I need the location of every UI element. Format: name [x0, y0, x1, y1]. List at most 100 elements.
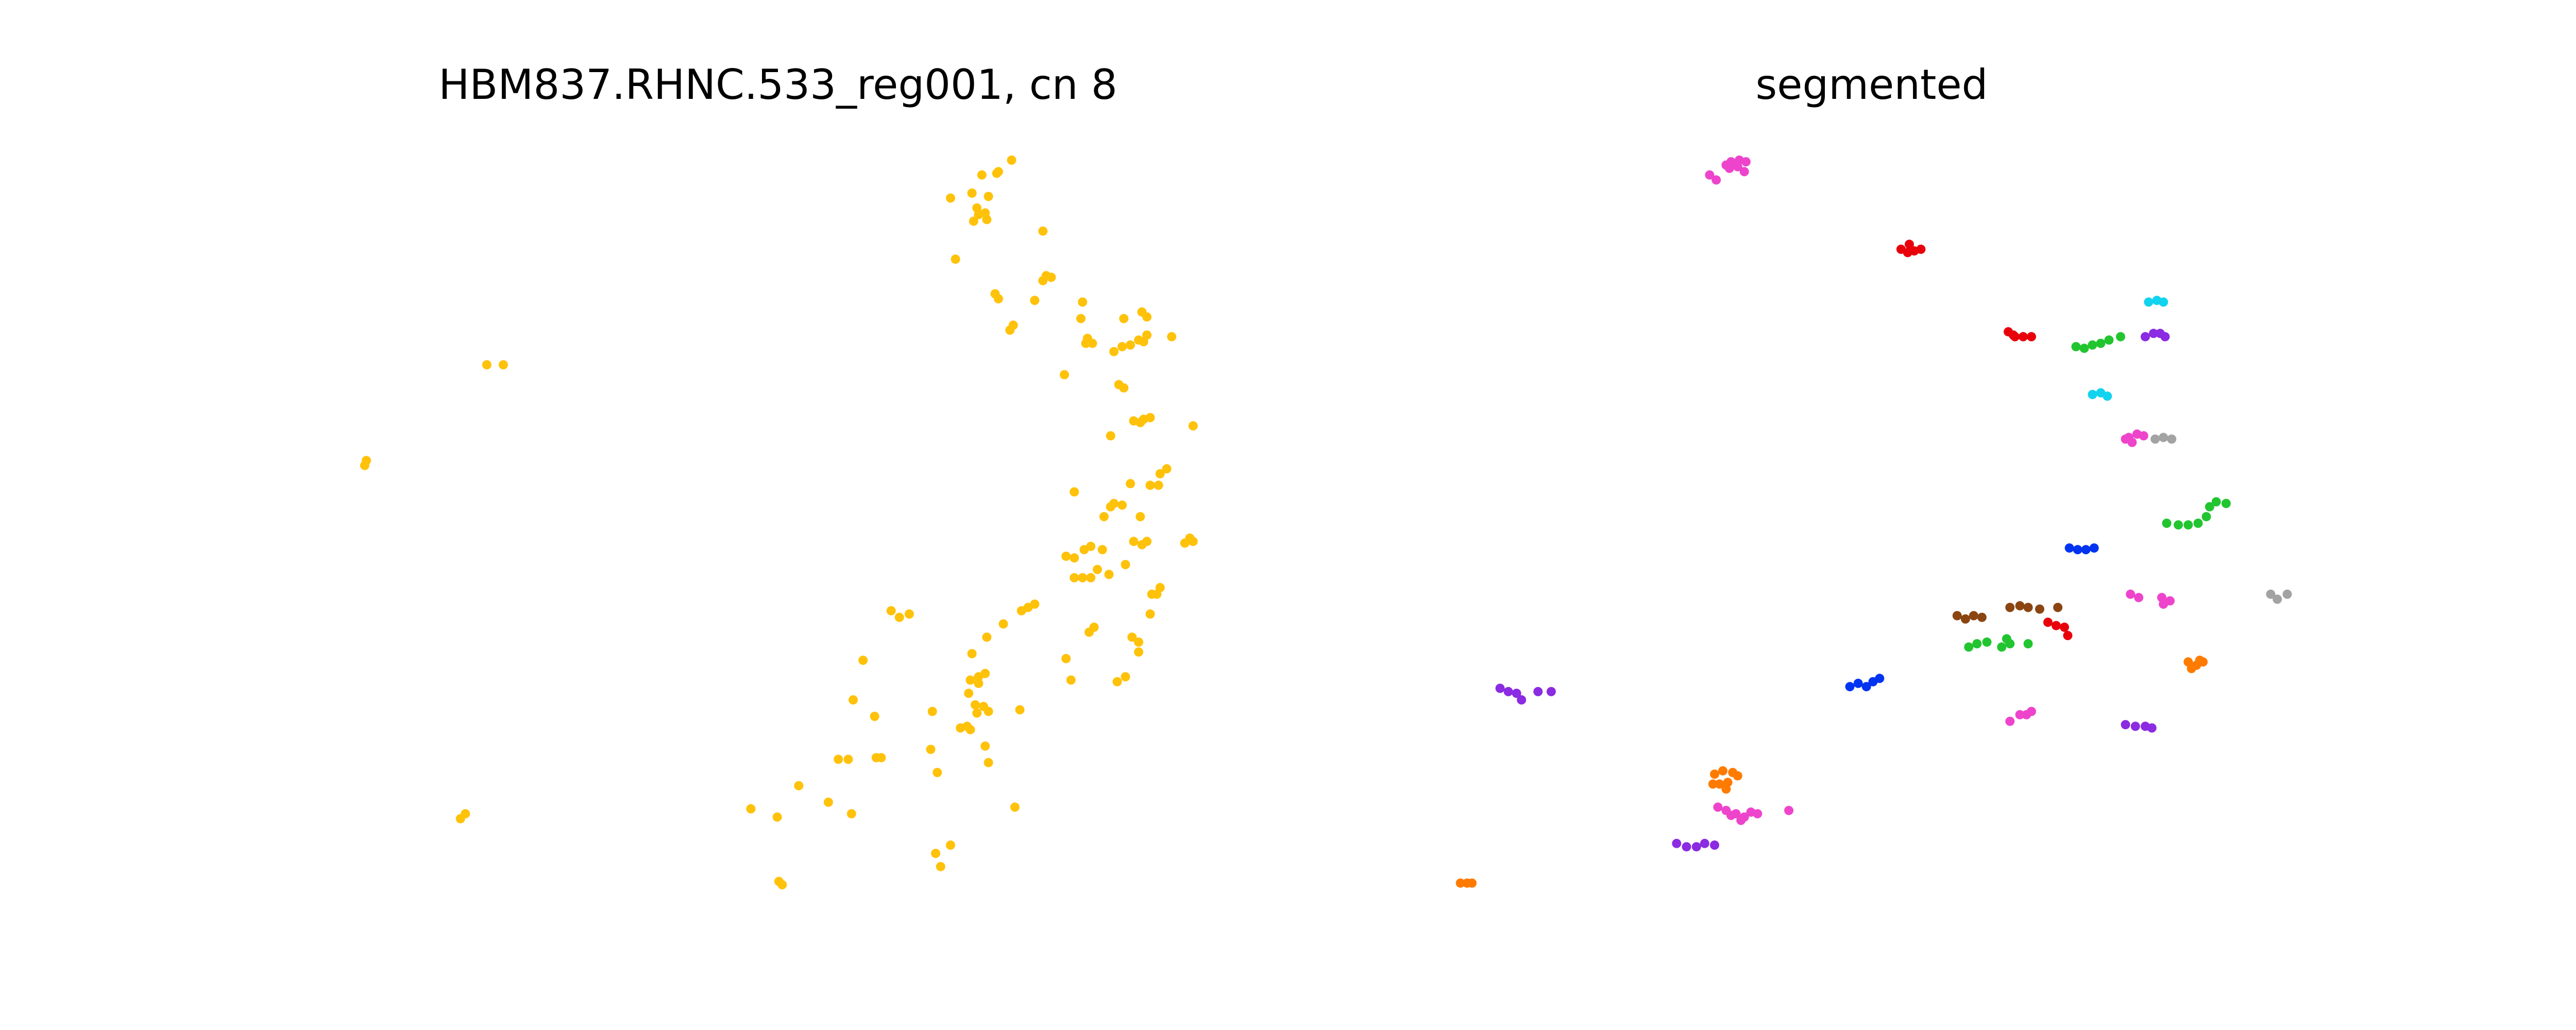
- scatter-point: [2221, 499, 2231, 508]
- scatter-point: [967, 188, 977, 198]
- scatter-point: [982, 632, 992, 642]
- scatter-point: [2183, 520, 2193, 530]
- scatter-point: [1982, 637, 1992, 647]
- scatter-point: [2141, 332, 2150, 341]
- scatter-point: [1079, 545, 1089, 555]
- scatter-point: [1015, 705, 1025, 715]
- scatter-point: [2079, 344, 2089, 353]
- scatter-point: [2005, 716, 2015, 726]
- left-scatter-plot: [360, 155, 1198, 889]
- scatter-point: [1952, 611, 1962, 621]
- scatter-point: [1503, 686, 1513, 696]
- scatter-point: [1084, 627, 1094, 637]
- right-chart-title: segmented: [1755, 61, 1988, 109]
- scatter-point: [1710, 840, 1719, 850]
- scatter-point: [2139, 431, 2148, 441]
- scatter-point: [1060, 370, 1069, 380]
- scatter-point: [2116, 332, 2125, 341]
- scatter-point: [746, 804, 756, 814]
- scatter-point: [1188, 421, 1198, 431]
- scatter-point: [2162, 519, 2172, 528]
- scatter-point: [1145, 609, 1155, 619]
- scatter-point: [2019, 332, 2028, 341]
- scatter-point: [2060, 622, 2069, 632]
- scatter-point: [2088, 340, 2097, 350]
- scatter-point: [777, 880, 787, 889]
- scatter-point: [1061, 552, 1071, 561]
- scatter-point: [1517, 695, 1527, 705]
- scatter-point: [1136, 418, 1145, 427]
- scatter-point: [1180, 538, 1190, 548]
- scatter-point: [1721, 784, 1731, 794]
- scatter-point: [1739, 167, 1749, 177]
- scatter-point: [1134, 647, 1144, 657]
- scatter-point: [2205, 502, 2214, 511]
- scatter-point: [1845, 682, 1855, 692]
- scatter-point: [1119, 314, 1129, 323]
- scatter-point: [964, 689, 974, 698]
- scatter-point: [1005, 325, 1015, 335]
- scatter-point: [2126, 589, 2136, 599]
- scatter-point: [1167, 332, 1177, 341]
- scatter-point: [1104, 570, 1114, 579]
- left-chart-title: HBM837.RHNC.533_reg001, cn 8: [438, 61, 1117, 109]
- scatter-point: [2134, 593, 2144, 603]
- scatter-point: [2023, 639, 2033, 648]
- scatter-point: [1134, 637, 1144, 647]
- scatter-point: [1188, 537, 1198, 546]
- scatter-point: [794, 781, 804, 791]
- scatter-point: [2159, 297, 2168, 307]
- right-scatter-plot: [1455, 155, 2292, 888]
- scatter-point: [2064, 543, 2074, 553]
- scatter-point: [2211, 497, 2221, 507]
- scatter-point: [1861, 682, 1871, 692]
- scatter-point: [1126, 479, 1136, 489]
- scatter-point: [2130, 722, 2140, 731]
- scatter-point: [1162, 464, 1172, 474]
- scatter-point: [1512, 689, 1521, 698]
- scatter-point: [2282, 589, 2292, 599]
- scatter-point: [1875, 674, 1885, 683]
- scatter-point: [984, 758, 993, 767]
- scatter-point: [1495, 683, 1505, 693]
- scatter-point: [974, 678, 984, 688]
- scatter-point: [904, 609, 914, 619]
- scatter-point: [858, 656, 868, 665]
- scatter-point: [1136, 512, 1145, 522]
- scatter-point: [2081, 545, 2091, 555]
- scatter-point: [1733, 771, 1742, 781]
- scatter-point: [1715, 779, 1724, 789]
- scatter-point: [2015, 601, 2025, 611]
- scatter-point: [2160, 332, 2170, 341]
- scatter-point: [1070, 573, 1079, 582]
- scatter-point: [982, 215, 992, 225]
- scatter-point: [2201, 512, 2211, 522]
- scatter-point: [926, 745, 936, 754]
- scatter-point: [2121, 434, 2130, 444]
- scatter-point: [1672, 838, 1682, 848]
- scatter-point: [2071, 342, 2081, 352]
- scatter-point: [1119, 383, 1129, 393]
- scatter-point: [980, 741, 990, 751]
- scatter-point: [931, 849, 941, 859]
- scatter-point: [1121, 560, 1130, 570]
- scatter-point: [2121, 720, 2130, 730]
- scatter-point: [1078, 573, 1088, 582]
- scatter-point: [1977, 612, 1987, 622]
- scatter-point: [1093, 564, 1102, 574]
- scatter-point: [971, 700, 980, 710]
- scatter-point: [1007, 155, 1016, 165]
- scatter-point: [1721, 160, 1731, 170]
- scatter-point: [1142, 330, 1152, 340]
- scatter-point: [2147, 723, 2157, 733]
- scatter-point: [1455, 878, 1465, 888]
- scatter-point: [2089, 543, 2099, 553]
- scatter-point: [2005, 603, 2015, 612]
- scatter-point: [933, 768, 942, 777]
- scatter-point: [1711, 175, 1721, 185]
- scatter-point: [1960, 614, 1970, 624]
- scatter-point: [1076, 314, 1086, 323]
- scatter-point: [1718, 766, 1727, 776]
- scatter-point: [482, 360, 492, 370]
- scatter-point: [1086, 573, 1096, 582]
